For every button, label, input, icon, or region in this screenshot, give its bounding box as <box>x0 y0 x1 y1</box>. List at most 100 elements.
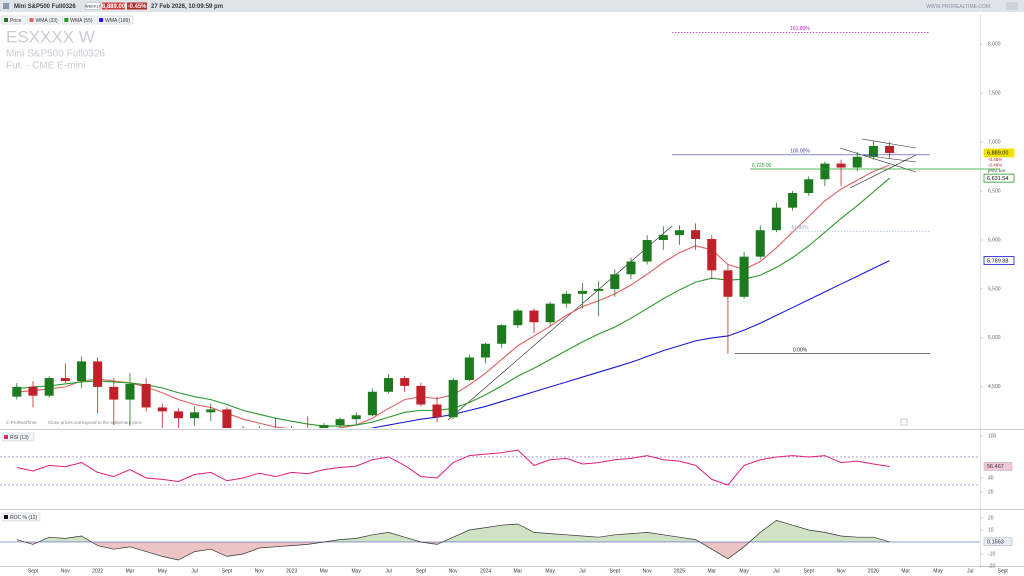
x-tick-label: Jul <box>191 568 197 574</box>
trend-line[interactable] <box>447 225 673 421</box>
x-tick-label: May <box>351 568 361 574</box>
candle-body <box>610 274 620 289</box>
indicator-title: RSI (13) <box>10 435 29 441</box>
x-tick-label: Sept <box>222 568 233 574</box>
x-tick-label: Jul <box>385 568 391 574</box>
rsi-line <box>16 449 890 486</box>
window-button[interactable] <box>1006 2 1018 10</box>
candle-body <box>28 386 38 396</box>
indicator-swatch <box>4 435 8 439</box>
fib-label: 161.80% <box>790 26 810 32</box>
x-tick-label: 2025 <box>674 568 685 574</box>
candle-body <box>190 412 200 419</box>
legend-swatch <box>4 18 8 22</box>
x-tick-label: Sept <box>998 568 1009 574</box>
candle-body <box>400 378 410 386</box>
change-badge <box>127 2 147 10</box>
legend-item[interactable] <box>62 15 96 25</box>
candle-body <box>464 357 474 381</box>
candle-body <box>658 235 668 240</box>
x-tick-label: May <box>739 568 749 574</box>
candle-body <box>173 411 183 419</box>
change-label: -0.49% <box>988 163 1002 168</box>
site: WWW.PROREALTIME.COM <box>926 4 990 10</box>
watermark-symbol: ESXXXX W <box>6 27 95 46</box>
y-tick-label: 8,000 <box>988 41 1001 47</box>
price-tag <box>983 173 1015 183</box>
legend-label: Price <box>10 18 22 24</box>
indicator-title-box[interactable] <box>1 512 41 522</box>
price-tag <box>983 148 1015 158</box>
y-tick-label: 5,500 <box>988 286 1001 292</box>
menu-icon[interactable] <box>3 3 9 9</box>
candle-body <box>416 385 426 405</box>
period-badge[interactable] <box>85 2 101 10</box>
price-badge <box>102 2 125 10</box>
trend-line[interactable] <box>861 138 917 149</box>
candle-body <box>804 179 814 193</box>
legend-item[interactable] <box>27 15 61 25</box>
price: 6,889.00 <box>102 4 126 10</box>
x-tick-label: Sept <box>28 568 39 574</box>
legend-label: WMA (33) <box>36 18 59 24</box>
y-tick-label: 10 <box>988 527 994 533</box>
candle-body <box>76 361 87 381</box>
roc-area-negative <box>16 542 890 560</box>
x-tick-label: 2024 <box>480 568 491 574</box>
candle-body <box>287 429 296 437</box>
fib-label: 6,725.00 <box>752 163 772 169</box>
y-tick-label: 4,500 <box>988 384 1001 390</box>
candle-body <box>93 361 103 387</box>
change-label: -0.45% <box>988 157 1002 162</box>
candle-body <box>513 310 523 326</box>
value-tag-label: 56.467 <box>987 464 1004 470</box>
candle-body <box>141 383 151 408</box>
candle-body <box>868 145 878 157</box>
legend: Price WMA (33) WMA (55) WMA (189) <box>1 15 134 25</box>
candle-body <box>739 256 749 297</box>
price-tag-label: 6,889.00 <box>987 151 1008 157</box>
y-tick-label: 7,500 <box>988 90 1001 96</box>
roc-line <box>16 520 890 561</box>
candle-body <box>44 378 54 396</box>
y-tick-label: 100 <box>988 433 997 439</box>
value-tag <box>983 537 1013 547</box>
candle-body <box>109 386 119 400</box>
candle-body <box>642 239 652 262</box>
legend-label: WMA (55) <box>70 18 93 24</box>
candle-body <box>255 430 264 437</box>
x-tick-label: 2026 <box>868 568 879 574</box>
legend-label: WMA (189) <box>105 18 130 24</box>
candle-body <box>222 409 232 428</box>
y-tick-label: 6,000 <box>988 237 1001 243</box>
candle-body <box>271 430 280 437</box>
candle-body <box>432 404 442 418</box>
legend-item[interactable] <box>96 15 134 25</box>
candle-body <box>497 325 507 344</box>
trend-line[interactable] <box>839 147 917 173</box>
legend-item[interactable] <box>1 15 26 25</box>
expand-button[interactable] <box>900 418 908 426</box>
candle-body <box>561 293 571 304</box>
price-tag-label: 5,789.88 <box>987 258 1008 264</box>
copyright: © ProRealTime <box>6 419 37 425</box>
datetime: 27 Feb 2026, 10:09:59 pm <box>151 4 223 10</box>
footnote: Close prices correspond to the settlemen… <box>48 420 143 425</box>
x-tick-label: Nov <box>837 568 846 574</box>
roc-area-positive <box>16 520 890 542</box>
candle-body <box>319 425 329 428</box>
legend-swatch <box>99 18 104 22</box>
value-tag-label: 0.1563 <box>987 540 1004 546</box>
change: -0.45% <box>127 4 147 10</box>
x-tick-label: Mar <box>126 568 135 574</box>
legend-swatch <box>64 18 69 22</box>
x-tick-label: Jul <box>773 568 779 574</box>
drawing-tools <box>447 138 917 421</box>
y-tick-label: -10 <box>988 551 995 557</box>
x-tick-label: Mar <box>707 568 716 574</box>
rsi-panel <box>0 449 980 486</box>
indicator-title-box[interactable] <box>1 432 35 442</box>
x-tick-label: Nov <box>449 568 458 574</box>
